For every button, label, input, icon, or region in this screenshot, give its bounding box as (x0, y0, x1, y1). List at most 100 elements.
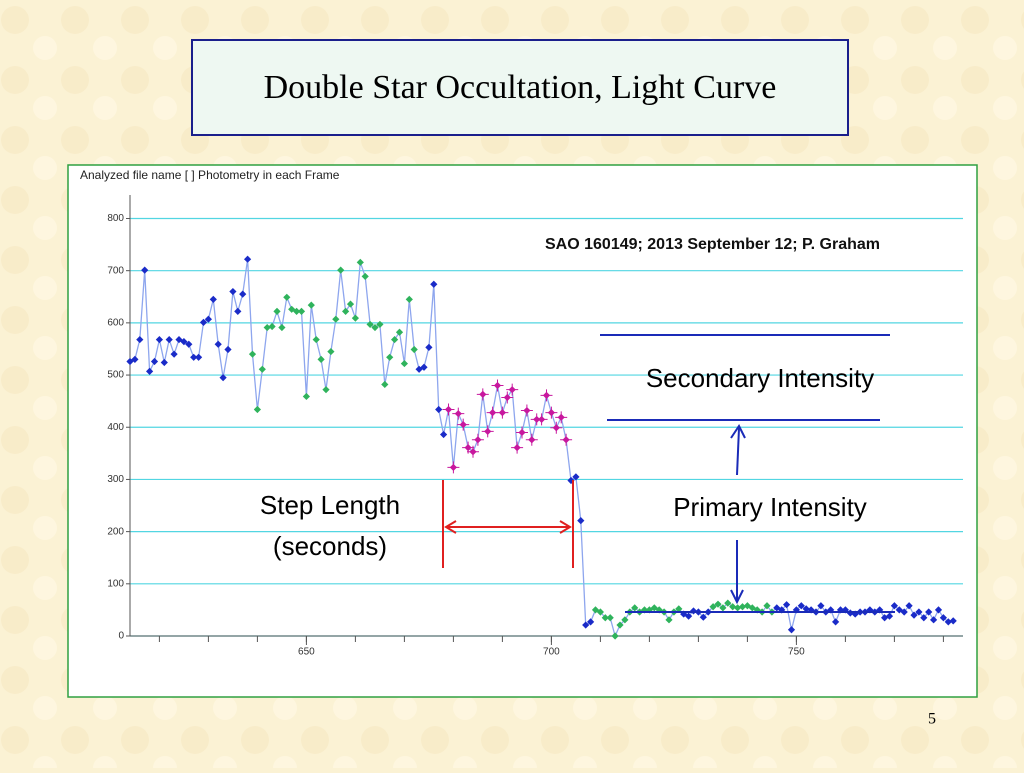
data-point (258, 365, 266, 373)
data-point (719, 604, 727, 612)
data-point (150, 357, 159, 366)
data-point (180, 338, 188, 346)
data-point (440, 430, 448, 439)
data-point (381, 380, 389, 389)
data-point (797, 602, 805, 610)
plot-area: 0 100 200 300 400 500 600 700 800 650 700 750 (107, 195, 963, 658)
data-point (302, 392, 310, 401)
data-point (327, 347, 335, 356)
arrow-up (736, 427, 740, 476)
data-point (307, 301, 315, 309)
data-point (881, 614, 889, 622)
data-point (297, 307, 306, 315)
data-point (131, 355, 139, 363)
annotation-lines (442, 334, 895, 613)
data-point (170, 350, 178, 358)
data-point (484, 427, 492, 436)
data-point (577, 517, 585, 525)
data-point (939, 614, 947, 622)
data-point (925, 608, 933, 616)
data-point (219, 374, 227, 382)
data-point (748, 604, 756, 612)
data-point (523, 406, 531, 415)
data-point (616, 621, 624, 629)
data-point (160, 358, 168, 367)
data-point (214, 340, 222, 348)
data-point (386, 353, 394, 361)
data-point (469, 448, 477, 456)
arrow-head (730, 589, 744, 605)
title-box (191, 39, 849, 136)
data-point (263, 323, 271, 332)
x-tick-label: 750 (788, 647, 805, 658)
data-point (572, 473, 580, 481)
data-point (934, 606, 943, 614)
data-point (611, 632, 619, 640)
data-point (405, 295, 413, 303)
data-point (895, 606, 903, 614)
data-point (356, 258, 364, 266)
data-point (915, 608, 923, 616)
data-point (410, 345, 418, 354)
data-point (155, 335, 163, 344)
data-point (342, 307, 350, 315)
data-point (714, 600, 722, 608)
data-point (253, 405, 261, 414)
y-tick-label: 100 (107, 578, 124, 589)
chart-subtitle: SAO 160149; 2013 September 12; P. Graham (545, 236, 880, 253)
data-point (415, 365, 423, 373)
data-point (371, 323, 379, 332)
y-tick-label: 500 (107, 370, 124, 381)
data-point (224, 345, 232, 354)
annotation: Secondary Intensity (646, 363, 874, 393)
chart-header: Analyzed file name [ ] Photometry in eac… (80, 168, 340, 182)
slide-title: Double Star Occultation, Light Curve (264, 69, 777, 106)
data-point (743, 602, 751, 610)
data-point (366, 320, 374, 329)
data-point (601, 614, 609, 622)
data-point (783, 601, 791, 609)
data-point (518, 428, 526, 437)
y-tick-label: 300 (107, 474, 124, 485)
x-tick-label: 700 (543, 647, 560, 658)
data-point (738, 603, 747, 611)
data-point (204, 315, 212, 323)
data-point (234, 307, 242, 315)
data-point (930, 616, 938, 624)
y-tick-label: 400 (107, 422, 124, 433)
data-point (474, 436, 482, 444)
data-point (920, 614, 928, 622)
data-point (699, 613, 707, 621)
data-point (552, 424, 560, 432)
data-point (425, 343, 433, 351)
data-point (141, 266, 149, 274)
data-point (528, 436, 536, 444)
y-tick-label: 0 (118, 631, 124, 642)
arrow-head (444, 520, 572, 534)
data-point (503, 393, 511, 402)
data-point (351, 314, 359, 322)
data-point (606, 614, 614, 622)
data-point (582, 621, 590, 629)
data-point (596, 608, 604, 616)
data-point (400, 359, 408, 368)
data-point (557, 413, 565, 421)
annotation: Step Length (260, 490, 400, 520)
data-point (905, 602, 913, 610)
data-point (944, 618, 952, 626)
data-point (195, 353, 203, 361)
data-point (293, 307, 301, 315)
annotation: (seconds) (273, 531, 387, 561)
data-point (361, 272, 369, 281)
data-point (376, 320, 384, 329)
data-point (185, 340, 193, 348)
y-tick-label: 700 (107, 265, 124, 276)
data-point (513, 443, 521, 452)
data-point (734, 604, 742, 612)
data-point (709, 603, 717, 611)
data-point (493, 381, 502, 390)
data-point (459, 421, 467, 429)
data-point (312, 335, 320, 344)
data-point (244, 255, 252, 263)
